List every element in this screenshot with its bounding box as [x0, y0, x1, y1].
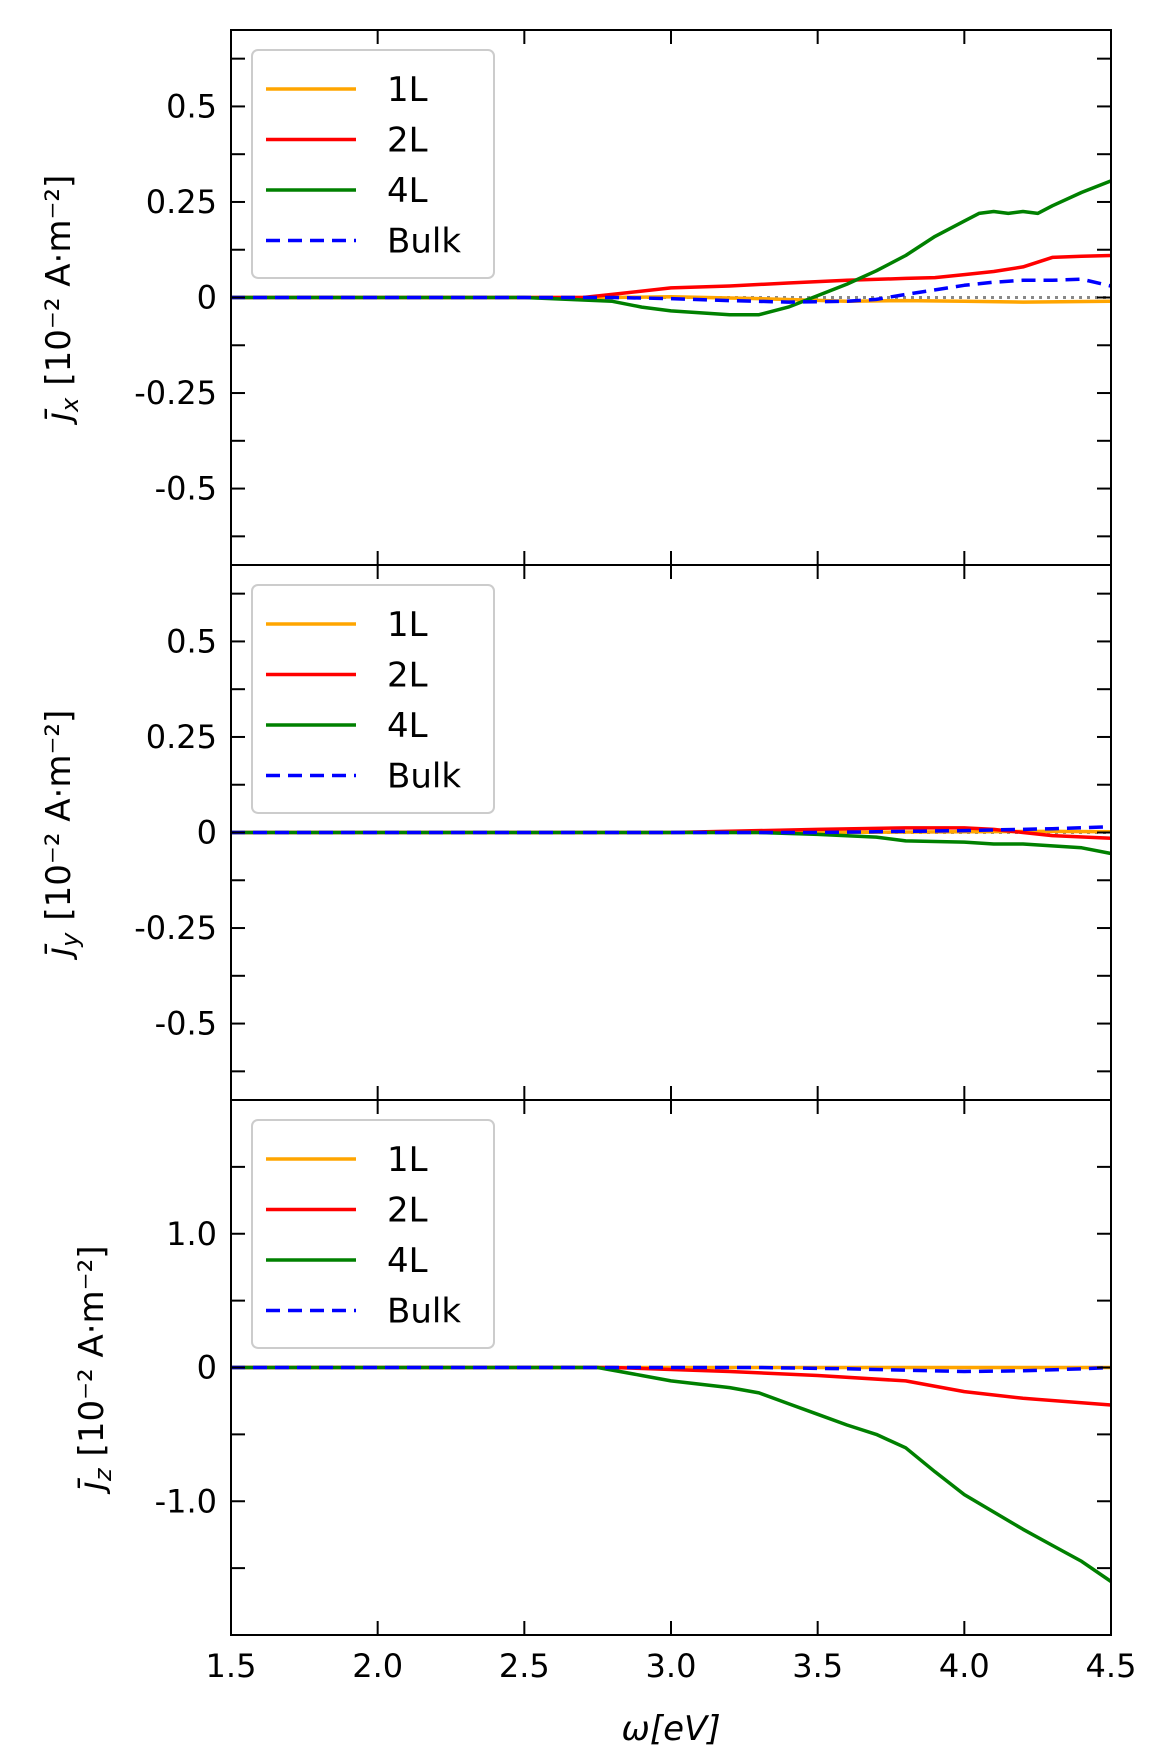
panel-jy: -0.5 -0.25 0 0.25 0.5 1L 2L 4L Bulk j̄y [10⁻² A·… — [39, 564, 1112, 1101]
panel-jz-ytick-labels: -1.0 0 1.0 — [155, 1215, 217, 1521]
panel-jz-legend-box — [251, 1119, 495, 1349]
panel-jx-ylabel: j̄x [10⁻² A·m⁻²] — [39, 175, 84, 426]
panel-jy-legend-label: 1L — [387, 605, 428, 645]
panel-jx-ylabel-sub: x — [56, 397, 84, 413]
panel-jz-ytick-label: 0 — [197, 1349, 217, 1387]
panel-jy-ytick-label: -0.25 — [134, 909, 217, 947]
panel-jz-ylabel-symbol: j̄ — [72, 1477, 112, 1494]
panel-jz-legend-label: 1L — [387, 1140, 428, 1180]
panel-jz-legend-label: 4L — [387, 1241, 428, 1281]
panel-jx-series-bulk — [231, 277, 1112, 304]
panel-jx-ytick-label: -0.25 — [134, 374, 217, 412]
panel-jy-ytick-label: 0 — [197, 814, 217, 852]
x-tick-label: 3.0 — [646, 1647, 697, 1685]
x-axis-label: ω[eV] — [621, 1709, 720, 1749]
panel-jy-legend-box — [251, 584, 495, 814]
panel-jx-ylabel-units: [10⁻² A·m⁻²] — [39, 175, 79, 386]
panel-jx-series-2l — [231, 253, 1112, 300]
panel-jy-ylabel: j̄y [10⁻² A·m⁻²] — [39, 710, 84, 961]
panel-jx-series-4l — [231, 179, 1112, 317]
panel-jz-legend-label: Bulk — [387, 1292, 461, 1332]
panel-jz-series-4l — [231, 1365, 1112, 1583]
panel-jx-legend: 1L 2L 4L Bulk — [251, 49, 495, 279]
panel-jy-series-bulk — [231, 825, 1112, 835]
panel-jz-ylabel-sub: z — [89, 1467, 117, 1482]
panel-jy-ticks — [230, 565, 1112, 1100]
panel-jx-lines — [231, 179, 1112, 317]
panel-jx-ytick-label: 0.25 — [146, 183, 217, 221]
panel-jy-legend: 1L 2L 4L Bulk — [251, 584, 495, 814]
panel-jx-ylabel-symbol: j̄ — [39, 408, 79, 425]
panel-jy-ylabel-symbol: j̄ — [39, 943, 79, 960]
panel-jz: -1.0 0 1.0 1.5 2.0 2.5 3.0 3.5 4.0 4.5 1L 2L 4L Bul… — [72, 1099, 1137, 1749]
panel-jx-legend-box — [251, 49, 495, 279]
panel-jy-ytick-labels: -0.5 -0.25 0 0.25 0.5 — [134, 622, 217, 1042]
panel-jx-legend-label: Bulk — [387, 222, 461, 262]
panel-jx-ytick-label: -0.5 — [155, 470, 217, 508]
panel-jz-series-bulk — [231, 1365, 1112, 1374]
panel-jx: -0.5 -0.25 0 0.25 0.5 1L 2L 4L Bulk j̄x [10⁻² A·… — [39, 29, 1112, 566]
x-tick-label: 1.5 — [206, 1647, 257, 1685]
panel-jz-series-2l — [231, 1365, 1112, 1407]
panel-jx-ytick-label: 0.5 — [166, 87, 217, 125]
panel-jy-legend-label: 4L — [387, 706, 428, 746]
panel-jz-ylabel-units: [10⁻² A·m⁻²] — [72, 1245, 112, 1456]
x-tick-label: 2.0 — [352, 1647, 403, 1685]
panel-jz-ytick-label: 1.0 — [166, 1215, 217, 1253]
panel-jz-ticks — [230, 1100, 1112, 1635]
panel-jx-legend-label: 2L — [387, 121, 428, 161]
panel-jy-ytick-label: 0.5 — [166, 622, 217, 660]
panel-jz-legend: 1L 2L 4L Bulk — [251, 1119, 495, 1349]
panel-jy-legend-label: 2L — [387, 656, 428, 696]
panel-jz-legend-label: 2L — [387, 1191, 428, 1231]
panel-jz-xtick-labels: 1.5 2.0 2.5 3.0 3.5 4.0 4.5 — [206, 1647, 1137, 1685]
panel-jx-ytick-label: 0 — [197, 279, 217, 317]
panel-jx-legend-label: 1L — [387, 70, 428, 110]
panel-jx-legend-label: 4L — [387, 171, 428, 211]
x-tick-label: 4.0 — [939, 1647, 990, 1685]
panel-jy-ylabel-sub: y — [56, 932, 84, 948]
panel-jy-legend-label: Bulk — [387, 757, 461, 797]
panel-jy-ylabel-units: [10⁻² A·m⁻²] — [39, 710, 79, 921]
panel-jz-ylabel: j̄z [10⁻² A·m⁻²] — [72, 1245, 117, 1494]
panel-jx-ticks — [230, 30, 1112, 565]
panel-jy-ytick-label: -0.5 — [155, 1005, 217, 1043]
panel-jy-ytick-label: 0.25 — [146, 718, 217, 756]
panel-jz-lines — [231, 1365, 1112, 1583]
x-tick-label: 4.5 — [1086, 1647, 1137, 1685]
panel-jy-series-4l — [231, 830, 1112, 856]
panel-jz-ytick-label: -1.0 — [155, 1482, 217, 1520]
x-tick-label: 2.5 — [499, 1647, 550, 1685]
panel-jy-lines — [231, 825, 1112, 856]
x-tick-label: 3.5 — [792, 1647, 843, 1685]
panel-jx-ytick-labels: -0.5 -0.25 0 0.25 0.5 — [134, 87, 217, 507]
